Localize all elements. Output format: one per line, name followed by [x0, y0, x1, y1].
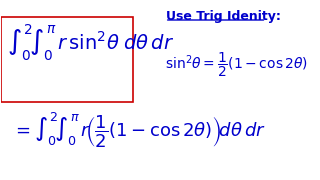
Text: Use Trig Idenity:: Use Trig Idenity:	[166, 10, 281, 23]
Text: $=\int_0^2\!\int_0^{\pi}\, r\!\left(\dfrac{1}{2}(1-\cos 2\theta)\right)\!d\theta: $=\int_0^2\!\int_0^{\pi}\, r\!\left(\dfr…	[12, 111, 267, 150]
Text: $\int_0^2\!\int_0^{\pi}\, r\,\sin^2\!\theta\;d\theta\,dr$: $\int_0^2\!\int_0^{\pi}\, r\,\sin^2\!\th…	[7, 23, 174, 63]
Text: $\sin^2\!\theta = \dfrac{1}{2}(1 - \cos 2\theta)$: $\sin^2\!\theta = \dfrac{1}{2}(1 - \cos …	[165, 51, 308, 79]
